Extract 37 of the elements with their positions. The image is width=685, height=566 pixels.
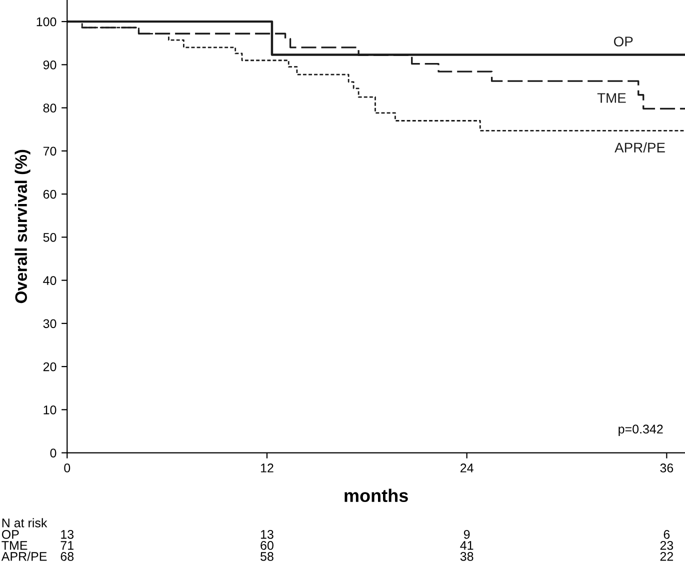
y-tick-label: 90	[43, 60, 56, 70]
y-tick-label: 80	[43, 104, 56, 112]
y-tick-label: 20	[43, 362, 56, 372]
text: APR/PE	[1, 552, 47, 561]
y-tick-label: 70	[43, 146, 56, 156]
y-tick-label: 40	[43, 276, 56, 285]
x-tick-label: 36	[660, 464, 674, 472]
text: TME	[2, 541, 28, 550]
text: 23	[660, 541, 674, 550]
y-tick-label: 100	[36, 17, 56, 26]
series-label: TME	[597, 93, 626, 103]
y-tick-label: 50	[43, 232, 56, 242]
x-axis-title: months	[344, 488, 408, 502]
text: 6	[664, 530, 670, 539]
text: 58	[260, 552, 274, 561]
y-tick-label: 30	[43, 319, 56, 328]
y-tick-label: 0	[50, 448, 56, 458]
text: N at risk	[2, 518, 48, 528]
series-label: OP	[614, 36, 633, 46]
annotation: p=0.342	[618, 424, 663, 436]
text: 13	[260, 530, 274, 539]
text: OP	[2, 530, 19, 539]
x-tick-label: 12	[260, 464, 274, 472]
text: 60	[260, 541, 274, 550]
y-tick-label: 60	[43, 190, 56, 199]
text: 71	[60, 541, 74, 550]
series-label: APR/PE	[614, 142, 665, 153]
text: 9	[464, 530, 470, 539]
text: 13	[61, 530, 74, 539]
x-tick-label: 0	[64, 464, 70, 472]
x-tick-label: 24	[460, 464, 474, 472]
text: 41	[460, 541, 474, 550]
y-tick-label: 10	[44, 405, 56, 414]
text: 68	[60, 552, 74, 561]
text: 22	[660, 552, 674, 561]
text: 38	[460, 552, 474, 561]
y-axis-title: Overall survival (%)	[14, 150, 30, 304]
